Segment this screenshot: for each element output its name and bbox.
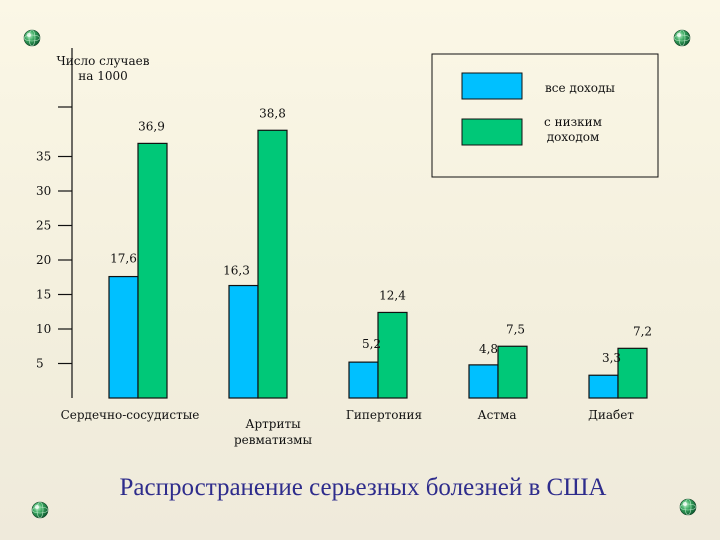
bar-value-label: 5,2 — [362, 337, 381, 351]
category-label: Сердечно-сосудистые — [61, 408, 200, 422]
category-labels: Сердечно-сосудистые Артриты ревматизмы Гипе… — [61, 408, 635, 447]
green-globe-icon — [31, 501, 49, 519]
bar-all-income — [228, 284, 259, 399]
bar-low-income — [257, 129, 288, 399]
bar-low-income — [617, 347, 648, 399]
bar-value-labels: 17,6 16,3 5,2 4,8 3,3 36,9 38,8 12,4 7,5 7,2 — [110, 106, 652, 365]
bar-value-label: 16,3 — [223, 264, 250, 278]
green-globe-icon — [679, 498, 697, 516]
axes — [58, 48, 73, 398]
bar-value-label: 7,2 — [633, 324, 652, 338]
legend-box — [431, 53, 659, 178]
chart-title: Распространение серьезных болезней в США — [120, 474, 607, 501]
bar-low-income — [377, 311, 408, 399]
bar-value-label: 7,5 — [506, 322, 525, 336]
bar-value-label: 36,9 — [138, 119, 165, 133]
green-globe-icon — [23, 29, 41, 47]
legend-swatch-all-income — [461, 72, 523, 100]
bars — [108, 129, 648, 399]
category-label: Гипертония — [346, 408, 422, 422]
bar-value-label: 12,4 — [379, 288, 406, 302]
bar-value-label: 3,3 — [602, 351, 621, 365]
category-label: Астма — [478, 408, 517, 422]
green-globe-icon — [673, 29, 691, 47]
y-tick-label: 10 — [36, 322, 51, 336]
corner-decorations — [23, 29, 697, 519]
y-axis-label: Число случаев на 1000 — [56, 54, 149, 83]
y-tick-label: 25 — [36, 219, 51, 233]
bar-all-income — [468, 364, 499, 399]
bar-value-label: 38,8 — [259, 106, 286, 120]
bar-low-income — [137, 142, 168, 399]
y-axis-ticks: 5 10 15 20 25 30 35 — [36, 150, 72, 371]
y-tick-label: 30 — [36, 184, 51, 198]
bar-low-income — [497, 345, 528, 399]
legend-label-low-income: с низким доходом — [544, 115, 602, 144]
legend: все доходы с низким доходом — [431, 53, 659, 178]
y-tick-label: 35 — [36, 150, 51, 164]
bar-value-label: 17,6 — [110, 252, 137, 266]
legend-label-all-income: все доходы — [545, 81, 615, 95]
bar-all-income — [348, 361, 379, 399]
bar-all-income — [108, 275, 139, 399]
bar-value-label: 4,8 — [479, 342, 498, 356]
legend-swatch-low-income — [461, 118, 523, 146]
y-tick-label: 15 — [36, 288, 51, 302]
category-label: Артриты ревматизмы — [234, 417, 313, 447]
category-label: Диабет — [588, 408, 634, 422]
y-tick-label: 5 — [36, 357, 44, 371]
y-axis-label-text: Число случаев на 1000 — [56, 54, 149, 83]
y-tick-label: 20 — [36, 253, 51, 267]
bar-all-income — [588, 374, 619, 399]
